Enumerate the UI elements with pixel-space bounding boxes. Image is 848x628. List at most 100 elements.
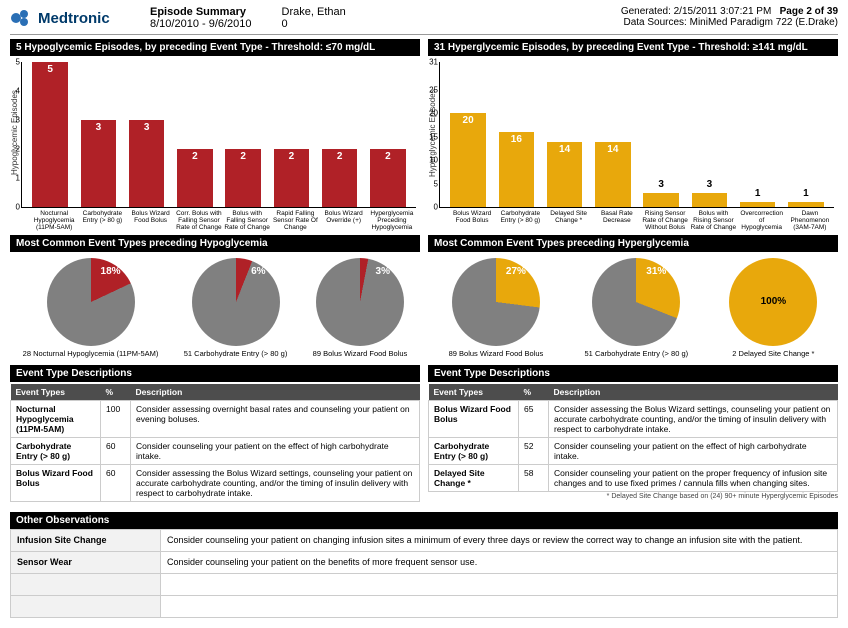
cell-desc: Consider counseling your patient on the …: [549, 464, 838, 491]
table-row: Infusion Site ChangeConsider counseling …: [11, 529, 838, 551]
hypo-pie-title: Most Common Event Types preceding Hypogl…: [10, 235, 420, 252]
xlabel: Bolus Wizard Food Bolus: [448, 208, 496, 231]
hypo-bar-chart: 012345 53322222: [21, 62, 416, 208]
report-title: Episode Summary: [150, 6, 252, 18]
ytick: 2: [16, 145, 20, 154]
obs-desc: [161, 595, 838, 617]
table-row: [11, 573, 838, 595]
table-row: Bolus Wizard Food Bolus60Consider assess…: [11, 464, 420, 501]
cell-name: Bolus Wizard Food Bolus: [429, 400, 519, 437]
bar-col: 2: [171, 62, 219, 207]
generated-ts: Generated: 2/15/2011 3:07:21 PM: [621, 6, 771, 17]
bar: 5: [32, 62, 67, 207]
cell-name: Delayed Site Change *: [429, 464, 519, 491]
bar: 3: [692, 193, 727, 207]
bar: 1: [740, 202, 775, 207]
pie-caption: 2 Delayed Site Change *: [729, 350, 817, 358]
obs-name: [11, 573, 161, 595]
bar-value: 2: [274, 151, 309, 162]
xlabel: Rapid Falling Sensor Rate Of Change: [271, 208, 319, 231]
table-row: Bolus Wizard Food Bolus65Consider assess…: [429, 400, 838, 437]
xlabel: Basal Rate Decrease: [593, 208, 641, 231]
bar-value: 3: [129, 122, 164, 133]
bar: 14: [547, 142, 582, 207]
bar-col: 2: [316, 62, 364, 207]
bar-value: 5: [32, 64, 67, 75]
obs-desc: Consider counseling your patient on chan…: [161, 529, 838, 551]
bar-value: 20: [450, 115, 485, 126]
pie-caption: 51 Carbohydrate Entry (> 80 g): [585, 350, 689, 358]
pie-block: 27%89 Bolus Wizard Food Bolus: [449, 258, 544, 358]
pie-chart: 27%: [452, 258, 540, 346]
xlabel: Corr. Bolus with Falling Sensor Rate of …: [175, 208, 223, 231]
bar: 2: [370, 149, 405, 207]
header-right: Generated: 2/15/2011 3:07:21 PM Page 2 o…: [621, 6, 838, 28]
data-sources: Data Sources: MiniMed Paradigm 722 (E.Dr…: [621, 17, 838, 28]
xlabel: Rising Sensor Rate of Change Without Bol…: [641, 208, 689, 231]
xlabel: Hyperglycemia Preceding Hypoglycemia: [368, 208, 416, 231]
bar-value: 2: [177, 151, 212, 162]
table-row: Carbohydrate Entry (> 80 g)60Consider co…: [11, 437, 420, 464]
th-event-types: Event Types: [429, 384, 519, 401]
cell-pct: 58: [519, 464, 549, 491]
pie-pct-label: 31%: [646, 266, 666, 277]
pie-block: 3% 89 Bolus Wizard Food Bolus: [313, 258, 408, 358]
table-row: Nocturnal Hypoglycemia (11PM-5AM)100Cons…: [11, 400, 420, 437]
bar-col: 3: [74, 62, 122, 207]
bar-value: 2: [225, 151, 260, 162]
xlabel: Bolus with Falling Sensor Rate of Change: [223, 208, 271, 231]
pie-pct-label: 100%: [729, 296, 817, 307]
brand-text: Medtronic: [38, 10, 110, 27]
bar-value: 14: [547, 144, 582, 155]
ytick: 0: [16, 203, 20, 212]
th-pct: %: [519, 384, 549, 401]
pie-block: 6% 51 Carbohydrate Entry (> 80 g): [184, 258, 288, 358]
pie-pct-label: 3%: [376, 266, 390, 277]
cell-pct: 60: [101, 464, 131, 501]
cell-name: Nocturnal Hypoglycemia (11PM-5AM): [11, 400, 101, 437]
observations-section: Other Observations Infusion Site ChangeC…: [10, 512, 838, 618]
bar: 1: [788, 202, 823, 207]
cell-pct: 100: [101, 400, 131, 437]
bar: 2: [274, 149, 309, 207]
bar: 20: [450, 113, 485, 207]
bar-value: 3: [692, 179, 727, 190]
bar-col: 14: [589, 62, 637, 207]
xlabel: Bolus with Rising Sensor Rate of Change: [689, 208, 737, 231]
pie-caption: 28 Nocturnal Hypoglycemia (11PM-5AM): [23, 350, 159, 358]
ytick: 5: [434, 179, 438, 188]
pie-caption: 51 Carbohydrate Entry (> 80 g): [184, 350, 288, 358]
ytick: 0: [434, 203, 438, 212]
bar-value: 1: [740, 188, 775, 199]
table-row: Sensor WearConsider counseling your pati…: [11, 551, 838, 573]
bar-value: 3: [643, 179, 678, 190]
hyper-pie-title: Most Common Event Types preceding Hyperg…: [428, 235, 838, 252]
pie-caption: 89 Bolus Wizard Food Bolus: [313, 350, 408, 358]
hyper-desc-table: Event Types % Description Bolus Wizard F…: [428, 384, 838, 492]
bar-value: 16: [499, 134, 534, 145]
ytick: 1: [16, 174, 20, 183]
cell-name: Carbohydrate Entry (> 80 g): [429, 437, 519, 464]
pie-pct-label: 6%: [251, 266, 265, 277]
pie-chart: 18%: [47, 258, 135, 346]
xlabel: Nocturnal Hypoglycemia (11PM-5AM): [30, 208, 78, 231]
cell-pct: 52: [519, 437, 549, 464]
cell-pct: 60: [101, 437, 131, 464]
cell-pct: 65: [519, 400, 549, 437]
hypo-panel: 5 Hypoglycemic Episodes, by preceding Ev…: [10, 39, 420, 502]
th-desc: Description: [131, 384, 420, 401]
ytick: 5: [16, 58, 20, 67]
hypo-table-title: Event Type Descriptions: [10, 365, 420, 382]
hyper-pies: 27%89 Bolus Wizard Food Bolus 31% 51 Carbo…: [428, 252, 838, 360]
cell-desc: Consider assessing the Bolus Wizard sett…: [131, 464, 420, 501]
cell-desc: Consider counseling your patient on the …: [131, 437, 420, 464]
bar-col: 5: [26, 62, 74, 207]
ytick: 10: [429, 156, 438, 165]
medtronic-icon: [10, 6, 34, 30]
obs-name: Sensor Wear: [11, 551, 161, 573]
pie-block: 100% 2 Delayed Site Change *: [729, 258, 817, 358]
bar-col: 1: [782, 62, 830, 207]
bar: 2: [225, 149, 260, 207]
th-desc: Description: [549, 384, 838, 401]
ytick: 25: [429, 86, 438, 95]
